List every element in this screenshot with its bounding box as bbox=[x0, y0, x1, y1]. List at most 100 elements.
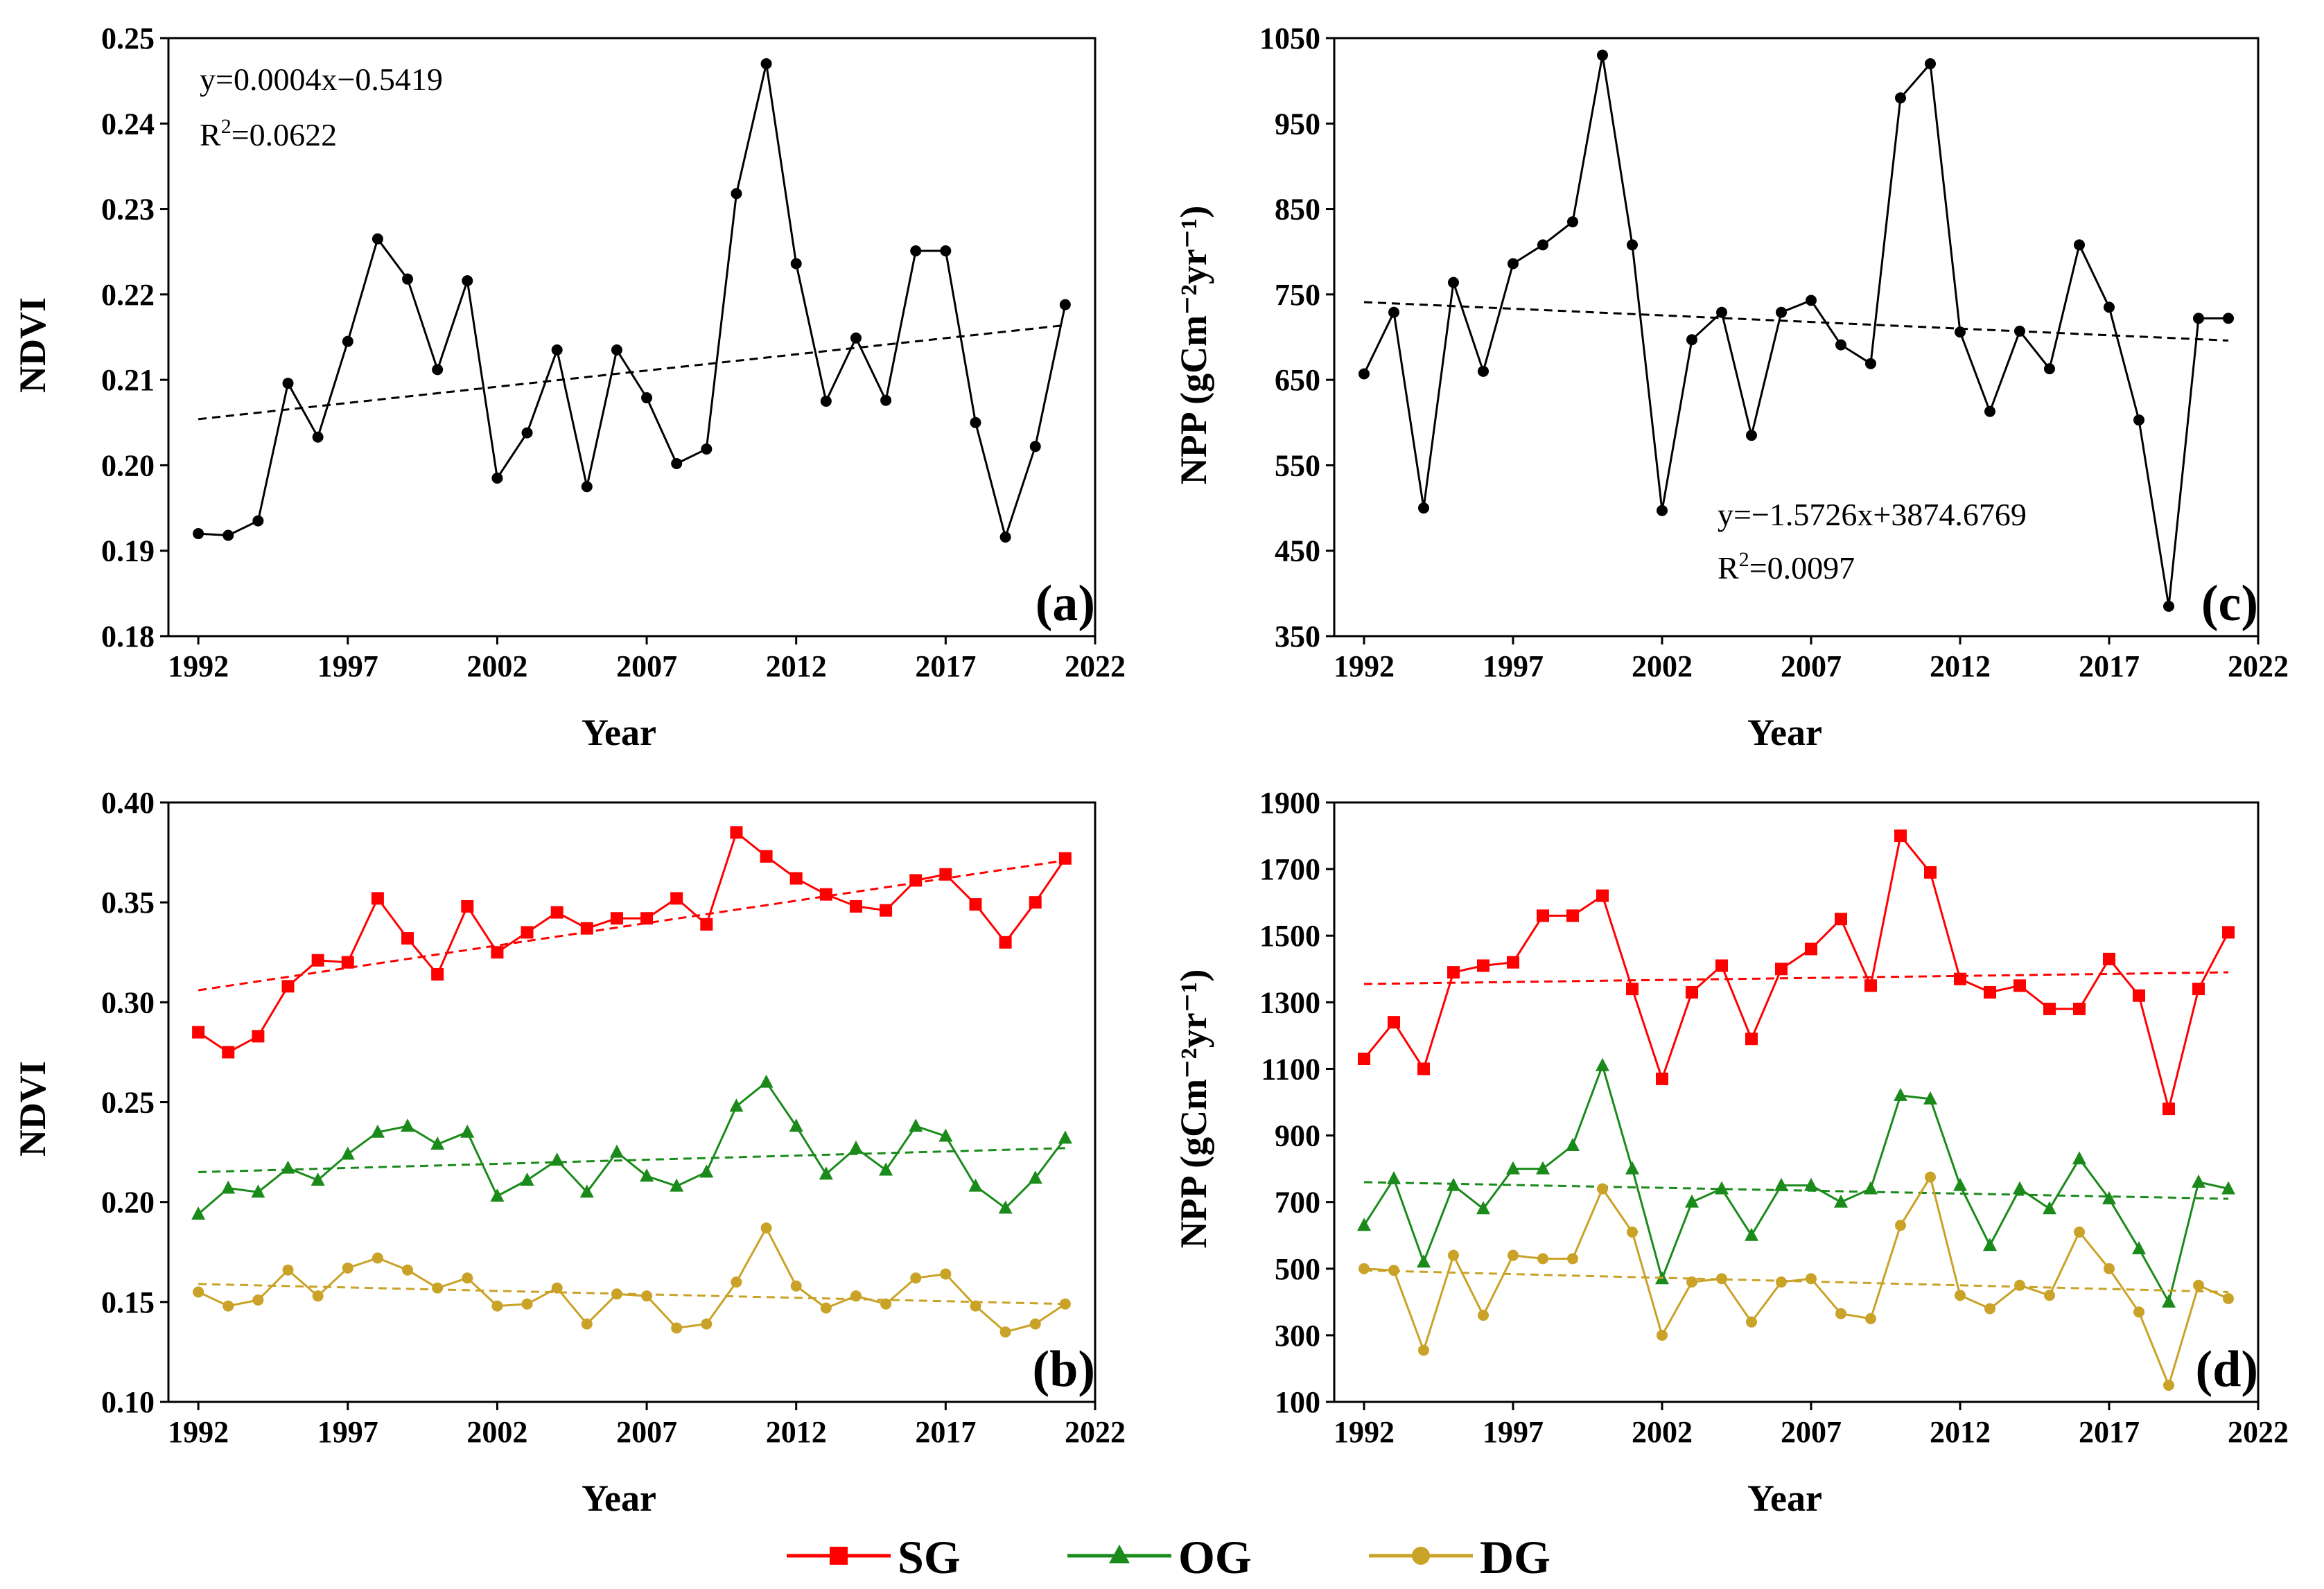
y-tick-label: 0.35 bbox=[101, 886, 155, 920]
panel-d-label: (d) bbox=[2196, 1341, 2258, 1398]
data-point-npp bbox=[1806, 295, 1817, 306]
data-point-og bbox=[430, 1136, 445, 1150]
data-point-sg bbox=[491, 946, 504, 959]
data-point-npp bbox=[1627, 239, 1638, 251]
data-point-sg bbox=[730, 826, 743, 839]
data-point-dg bbox=[372, 1252, 383, 1264]
legend: SG OG DG bbox=[787, 1531, 1550, 1583]
data-point-ndvi bbox=[282, 378, 294, 389]
data-point-og bbox=[490, 1188, 505, 1202]
data-point-og bbox=[1745, 1227, 1758, 1241]
legend-dg-label: DG bbox=[1480, 1531, 1550, 1583]
data-point-dg bbox=[282, 1264, 294, 1276]
data-point-sg bbox=[341, 956, 354, 969]
data-point-sg bbox=[760, 850, 773, 863]
data-point-og bbox=[640, 1168, 654, 1182]
data-point-npp bbox=[1955, 326, 1966, 338]
y-tick-label: 1300 bbox=[1259, 985, 1320, 1019]
data-point-ndvi bbox=[999, 531, 1011, 543]
data-point-dg bbox=[193, 1286, 204, 1298]
data-point-ndvi bbox=[820, 395, 832, 407]
data-point-dg bbox=[1865, 1313, 1876, 1324]
x-tick-label: 2012 bbox=[766, 1415, 827, 1449]
data-point-npp bbox=[1865, 358, 1876, 369]
data-point-sg bbox=[1835, 913, 1847, 926]
data-point-sg bbox=[1715, 959, 1728, 972]
y-tick-label: 0.15 bbox=[101, 1285, 155, 1319]
trend-line-sg bbox=[1363, 971, 2229, 985]
data-point-sg bbox=[1058, 852, 1072, 865]
data-point-sg bbox=[1029, 896, 1042, 909]
y-tick-label: 0.40 bbox=[101, 786, 155, 820]
data-point-dg bbox=[402, 1264, 414, 1276]
y-tick-label: 1500 bbox=[1259, 919, 1320, 953]
x-tick-label: 2007 bbox=[1781, 649, 1842, 683]
data-point-sg bbox=[550, 906, 563, 919]
data-point-npp bbox=[1508, 258, 1519, 270]
data-point-og bbox=[819, 1166, 833, 1180]
data-point-og bbox=[520, 1172, 534, 1186]
data-point-og bbox=[1834, 1194, 1848, 1208]
x-tick-label: 2022 bbox=[2228, 649, 2289, 683]
data-point-ndvi bbox=[790, 258, 802, 270]
x-tick-label: 1997 bbox=[317, 649, 378, 683]
data-point-og bbox=[699, 1164, 714, 1178]
panel-c-equation: y=−1.5726x+3874.6769 bbox=[1718, 497, 2027, 532]
data-point-og bbox=[1417, 1254, 1431, 1268]
data-point-sg bbox=[2073, 1002, 2086, 1015]
data-point-sg bbox=[192, 1026, 205, 1039]
data-point-dg bbox=[850, 1290, 862, 1302]
data-point-sg bbox=[1507, 956, 1519, 969]
data-point-ndvi bbox=[491, 472, 503, 484]
data-point-dg bbox=[581, 1318, 593, 1330]
y-tick-label: 0.25 bbox=[101, 21, 155, 55]
panel-c-r-squared: R2=0.0097 bbox=[1718, 548, 1855, 586]
data-point-dg bbox=[2104, 1263, 2115, 1274]
data-point-dg bbox=[970, 1300, 981, 1312]
data-point-dg bbox=[1029, 1318, 1041, 1330]
data-point-sg bbox=[371, 892, 384, 905]
panel-c-npp-mean: 1992 1997 2002 2007 2012 2017 2022 350 450 550 650… bbox=[1173, 21, 2289, 753]
series-line-dg bbox=[1363, 1176, 2229, 1387]
panel-a-r-squared: R2=0.0622 bbox=[200, 115, 337, 152]
data-point-npp bbox=[1835, 339, 1846, 351]
data-point-dg bbox=[312, 1290, 324, 1302]
y-tick-label: 950 bbox=[1275, 107, 1320, 141]
data-point-sg bbox=[461, 899, 474, 913]
panel-c-y-axis-title: NPP (gCm⁻²yr⁻¹) bbox=[1173, 206, 1214, 485]
data-point-og bbox=[1028, 1170, 1042, 1184]
legend-item-og: OG bbox=[1067, 1531, 1252, 1583]
x-tick-label: 2022 bbox=[2228, 1415, 2289, 1449]
legend-item-dg: DG bbox=[1369, 1531, 1550, 1583]
data-point-sg bbox=[999, 936, 1012, 949]
data-point-dg bbox=[252, 1294, 264, 1306]
data-point-npp bbox=[1478, 365, 1489, 377]
data-point-sg bbox=[431, 967, 444, 981]
y-tick-label: 0.30 bbox=[101, 985, 155, 1019]
y-tick-label: 0.20 bbox=[101, 448, 155, 482]
data-point-sg bbox=[610, 912, 623, 925]
data-point-npp bbox=[1537, 239, 1548, 251]
x-tick-label: 1997 bbox=[1483, 1415, 1544, 1449]
x-tick-label: 2007 bbox=[616, 1415, 677, 1449]
data-point-og bbox=[729, 1098, 744, 1112]
x-tick-label: 2002 bbox=[466, 649, 527, 683]
data-point-dg bbox=[222, 1300, 234, 1312]
data-point-ndvi bbox=[193, 528, 204, 540]
data-point-npp bbox=[2104, 301, 2115, 313]
y-tick-label: 850 bbox=[1275, 193, 1320, 227]
data-point-og bbox=[2013, 1181, 2027, 1195]
panel-d-y-axis-title: NPP (gCm⁻²yr⁻¹) bbox=[1173, 969, 1214, 1249]
data-point-sg bbox=[640, 912, 654, 925]
y-tick-label: 0.18 bbox=[101, 620, 155, 653]
y-tick-label: 0.22 bbox=[101, 278, 155, 312]
data-point-og bbox=[221, 1180, 236, 1194]
x-tick-label: 1992 bbox=[1334, 649, 1395, 683]
data-point-og bbox=[2132, 1240, 2146, 1254]
data-point-og bbox=[848, 1140, 863, 1154]
legend-item-sg: SG bbox=[787, 1531, 961, 1583]
data-point-dg bbox=[2133, 1306, 2144, 1318]
data-point-dg bbox=[462, 1272, 473, 1284]
data-point-dg bbox=[731, 1276, 742, 1288]
series-line-og bbox=[198, 1081, 1067, 1215]
